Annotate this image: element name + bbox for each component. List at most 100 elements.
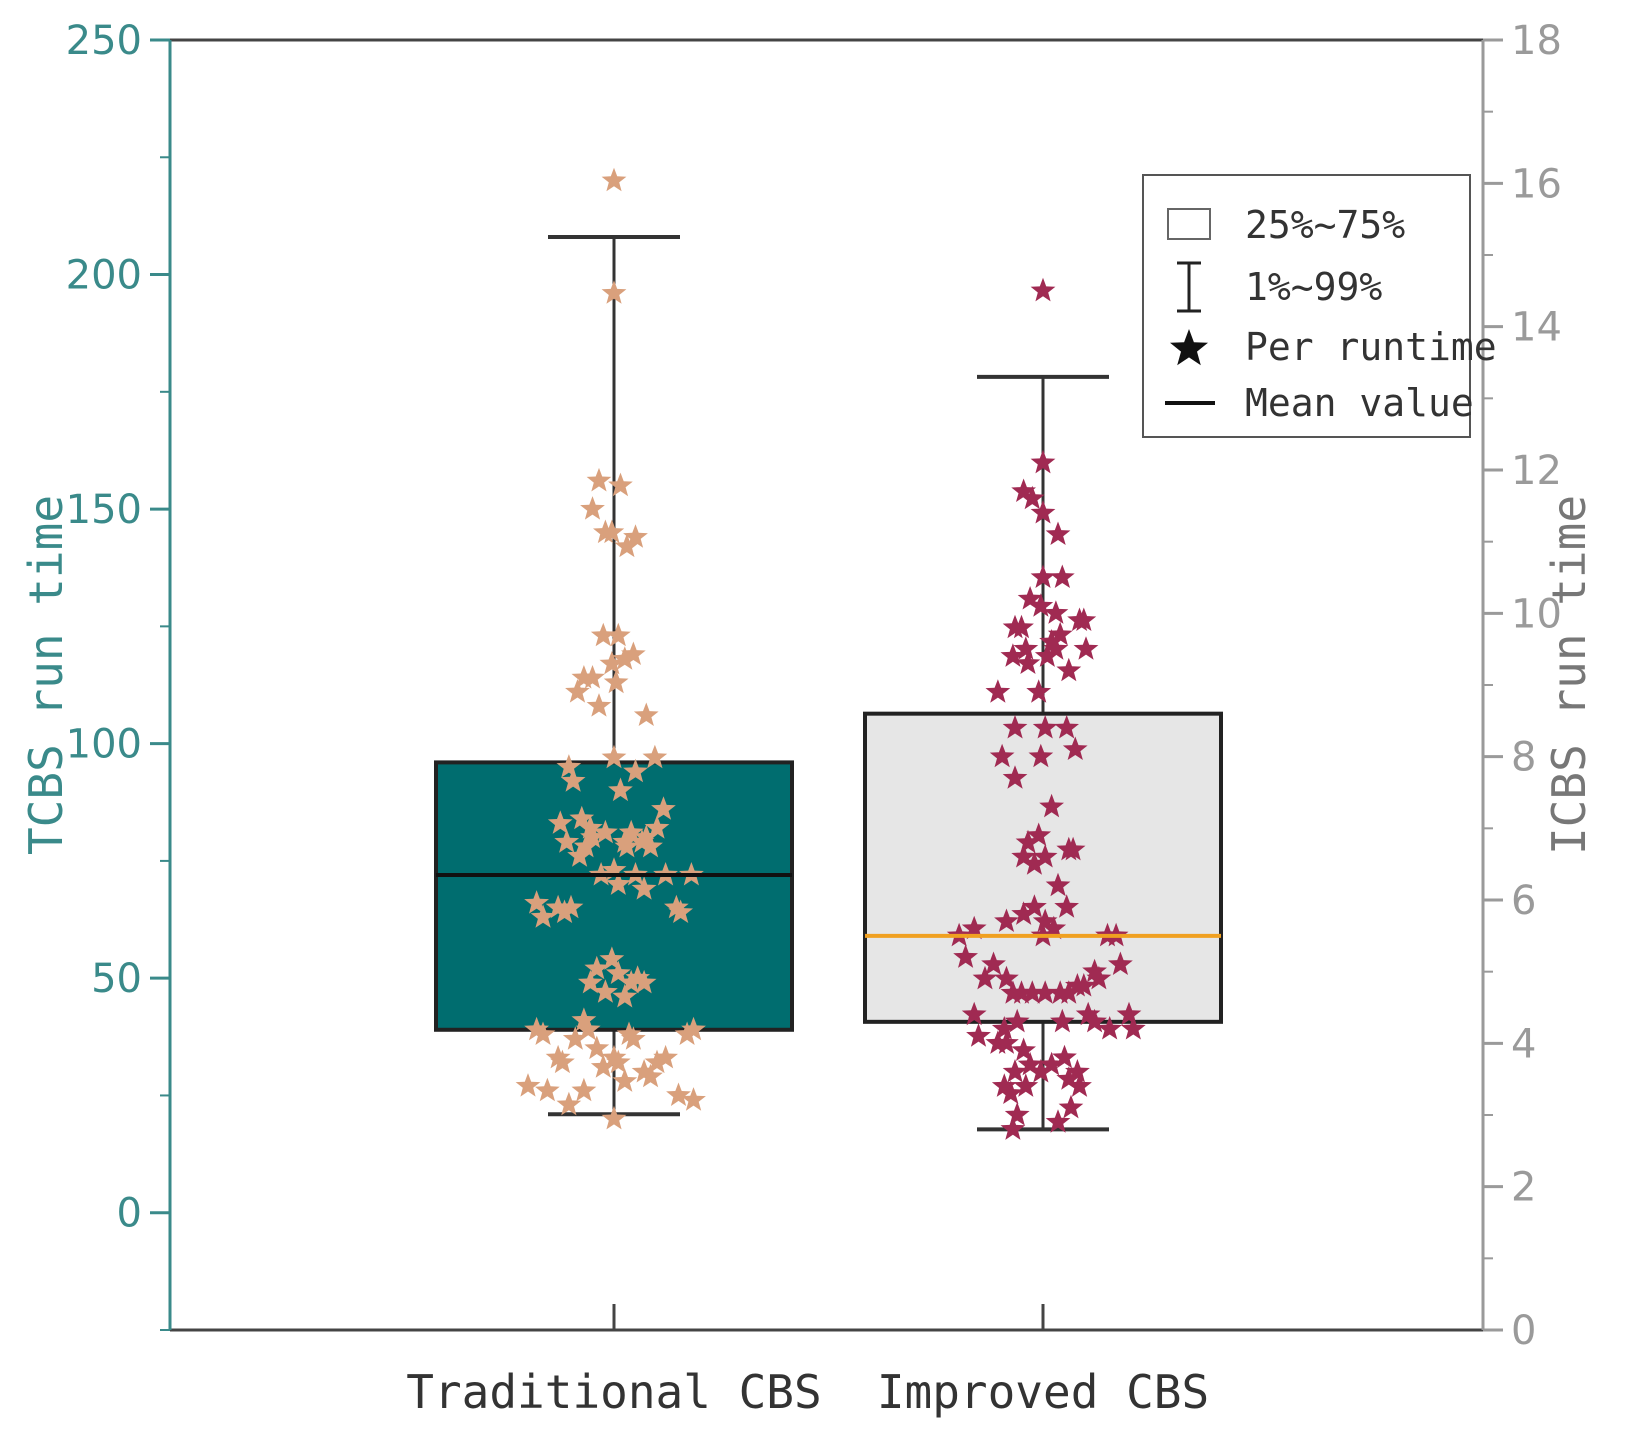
improved-point [1011,901,1036,925]
improved-point [998,1080,1024,1104]
improved-point [1056,1066,1082,1090]
improved-point [1054,894,1079,918]
improved-point [1047,621,1073,646]
legend-label: 1%~99% [1245,265,1382,309]
improved-point [991,1073,1017,1097]
traditional-point [601,857,627,881]
traditional-point [569,805,595,830]
right-tick-label: 0 [1511,1308,1536,1354]
improved-point [1011,478,1036,502]
right-tick-label: 12 [1511,448,1562,494]
improved-point [1108,951,1133,975]
traditional-point [629,829,655,853]
legend-box-icon [1167,208,1211,240]
left-tick-label: 250 [66,18,142,64]
improved-point [966,1023,991,1047]
improved-point [1056,980,1082,1004]
traditional-point [612,1068,638,1092]
improved-point [989,743,1015,768]
improved-point [994,1030,1019,1054]
traditional-point [571,1077,597,1102]
improved-point [1019,980,1045,1004]
traditional-point [642,744,668,769]
traditional-point [638,1063,663,1088]
right-tick-label: 8 [1511,735,1536,781]
traditional-point [586,693,612,717]
improved-point [985,679,1011,703]
left-y-axis-title: TCBS run time [19,495,73,855]
traditional-point [599,519,625,544]
improved-point [1000,643,1026,667]
traditional-point [545,1044,571,1069]
traditional-point [515,1073,541,1097]
improved-point [961,915,987,940]
improved-point [972,965,998,990]
traditional-point [601,1044,627,1069]
improved-point [1032,715,1058,739]
improved-point [1030,564,1056,588]
traditional-point [625,965,650,989]
improved-point [1034,643,1060,667]
x-category-label: Improved CBS [877,1365,1209,1419]
improved-point [1002,765,1028,789]
traditional-point [605,1049,631,1074]
traditional-point [601,1105,627,1130]
traditional-point [674,1021,700,1045]
improved-point [1043,636,1069,660]
traditional-point [580,824,605,848]
traditional-point [590,622,616,647]
traditional-point [560,768,586,792]
traditional-point [578,969,603,994]
left-tick-label: 0 [117,1191,142,1237]
traditional-point [603,669,629,694]
traditional-point [681,1016,706,1041]
traditional-point [621,641,646,665]
traditional-point [556,1091,582,1116]
improved-point [1045,872,1071,897]
traditional-point [653,1044,678,1069]
improved-point [1039,793,1064,818]
traditional-point [524,1016,549,1041]
traditional-point [550,1049,575,1074]
improved-point [1075,1001,1101,1026]
traditional-point [590,1054,616,1078]
traditional-box [434,760,794,1032]
improved-point [1073,636,1099,660]
right-tick-label: 2 [1511,1165,1536,1211]
improved-point [1028,593,1054,617]
traditional-point [558,894,584,919]
traditional-point [608,472,633,497]
legend-label: Mean value [1245,381,1474,425]
traditional-point [651,796,676,820]
improved-point [1043,600,1069,624]
traditional-point [631,876,657,900]
right-tick-label: 18 [1511,18,1562,64]
traditional-point [535,1077,560,1102]
traditional-point [631,1059,657,1083]
legend-label: Per runtime [1245,325,1497,369]
improved-point [1050,564,1075,588]
traditional-point [575,1016,601,1041]
x-category-label: Traditional CBS [406,1365,821,1419]
improved-point [1039,1051,1064,1076]
traditional-point [601,280,627,304]
traditional-point [571,1007,597,1031]
traditional-point [584,1035,610,1060]
left-tick-label: 150 [66,487,142,533]
traditional-point [530,1021,556,1045]
improved-point [1028,743,1054,768]
traditional-point [681,1087,706,1111]
traditional-point [554,829,580,853]
improved-point [1026,679,1052,703]
improved-point [1022,894,1047,918]
improved-point [1011,1037,1036,1061]
improved-point [1052,1044,1077,1069]
traditional-point [580,496,605,520]
traditional-point [633,702,659,726]
improved-point [1019,485,1045,510]
improved-point [1045,521,1071,545]
improved-point [1058,1094,1084,1119]
improved-point [1054,715,1079,739]
improved-point [1009,980,1034,1004]
traditional-point [633,824,659,848]
